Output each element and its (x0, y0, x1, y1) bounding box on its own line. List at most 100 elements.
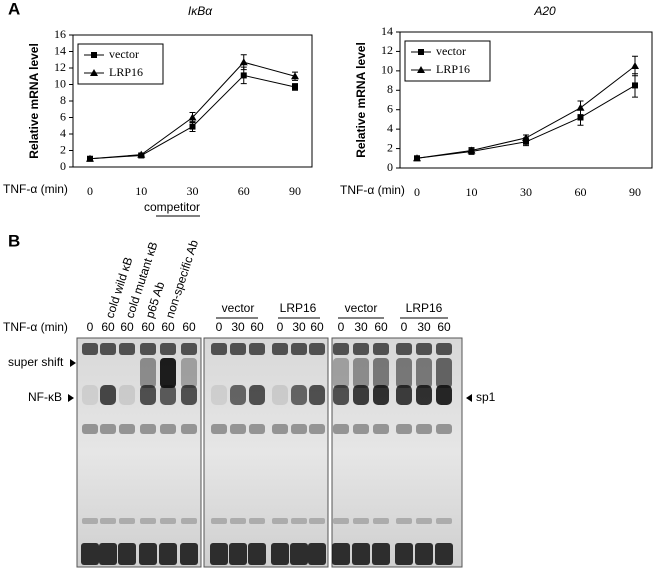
nfkb-band (309, 385, 325, 405)
panel-label: B (8, 231, 20, 250)
point (189, 123, 196, 130)
ns-band (436, 424, 452, 434)
free-probe (290, 543, 308, 565)
sp1-label: sp1 (476, 390, 496, 404)
free-probe (99, 543, 117, 565)
well-band (416, 343, 432, 355)
nfkb-band (353, 385, 369, 405)
y-tick-label: 4 (60, 126, 66, 140)
lane-label: 0 (87, 320, 94, 334)
lane-label: 30 (292, 320, 306, 334)
free-probe (415, 543, 433, 565)
well-band (181, 343, 197, 355)
ns-band (353, 424, 369, 434)
shift-band (396, 358, 412, 388)
y-tick-label: 10 (381, 63, 393, 77)
free-probe (308, 543, 326, 565)
nfkb-band (272, 385, 288, 405)
group-label: LRP16 (280, 301, 317, 315)
ns-band (140, 424, 156, 434)
free-probe (372, 543, 390, 565)
lane-label: 60 (310, 320, 324, 334)
minor-band (82, 518, 98, 524)
well-band (291, 343, 307, 355)
lane-label: 30 (231, 320, 245, 334)
ns-band (373, 424, 389, 434)
arrow (68, 394, 74, 402)
nfkb-band (373, 385, 389, 405)
point (86, 154, 94, 162)
y-tick-label: 12 (381, 43, 393, 57)
y-tick-label: 2 (60, 142, 66, 156)
minor-band (416, 518, 432, 524)
y-tick-label: 0 (387, 160, 393, 174)
ns-band (211, 424, 227, 434)
well-band (249, 343, 265, 355)
free-probe (118, 543, 136, 565)
y-tick-label: 4 (387, 121, 393, 135)
lane-condition: non-specific Ab (163, 238, 202, 320)
y-tick-label: 2 (387, 140, 393, 154)
free-probe (180, 543, 198, 565)
ns-band (309, 424, 325, 434)
point (188, 113, 197, 121)
minor-band (249, 518, 265, 524)
legend-marker (417, 66, 425, 73)
legend-label: LRP16 (436, 62, 470, 76)
minor-band (160, 518, 176, 524)
shift-band (181, 358, 197, 388)
minor-band (272, 518, 288, 524)
legend-box (77, 43, 164, 85)
ns-band (396, 424, 412, 434)
shift-band (333, 358, 349, 388)
minor-band (100, 518, 116, 524)
free-probe (81, 543, 99, 565)
free-probe (248, 543, 266, 565)
lane-label: 30 (354, 320, 368, 334)
x-tick-label: 90 (289, 184, 301, 198)
lane-label: 60 (120, 320, 134, 334)
nfkb-band (396, 385, 412, 405)
well-band (353, 343, 369, 355)
ns-band (416, 424, 432, 434)
ns-band (230, 424, 246, 434)
free-probe (435, 543, 453, 565)
minor-band (181, 518, 197, 524)
panel-label: A (8, 0, 20, 18)
point (413, 154, 421, 162)
chart-title: A20 (533, 4, 556, 18)
free-probe (159, 543, 177, 565)
point (631, 62, 639, 69)
free-probe (210, 543, 228, 565)
x-tick-label: 0 (414, 185, 420, 199)
legend-label: vector (436, 44, 466, 58)
point (240, 72, 247, 79)
shift-band (373, 358, 389, 388)
chart-title: IκBα (188, 4, 213, 18)
y-tick-label: 6 (60, 109, 66, 123)
nfkb-band (119, 385, 135, 405)
nfkb-band (291, 385, 307, 405)
legend-marker (91, 52, 97, 58)
well-band (100, 343, 116, 355)
minor-band (436, 518, 452, 524)
x-tick-label: 30 (520, 185, 532, 199)
nfkb-band (230, 385, 246, 405)
lane-label: 0 (216, 320, 223, 334)
y-tick-label: 12 (54, 60, 66, 74)
y-tick-label: 8 (387, 82, 393, 96)
nfkb-band (249, 385, 265, 405)
nfkb-band (181, 385, 197, 405)
lane-label: 60 (374, 320, 388, 334)
y-tick-label: 16 (54, 27, 66, 41)
minor-band (140, 518, 156, 524)
shift-band (416, 358, 432, 388)
free-probe (271, 543, 289, 565)
nfkb-band (82, 385, 98, 405)
minor-band (333, 518, 349, 524)
ns-band (181, 424, 197, 434)
gel-image (76, 337, 202, 568)
minor-band (211, 518, 227, 524)
x-axis-label: TNF-α (min) (340, 183, 405, 197)
